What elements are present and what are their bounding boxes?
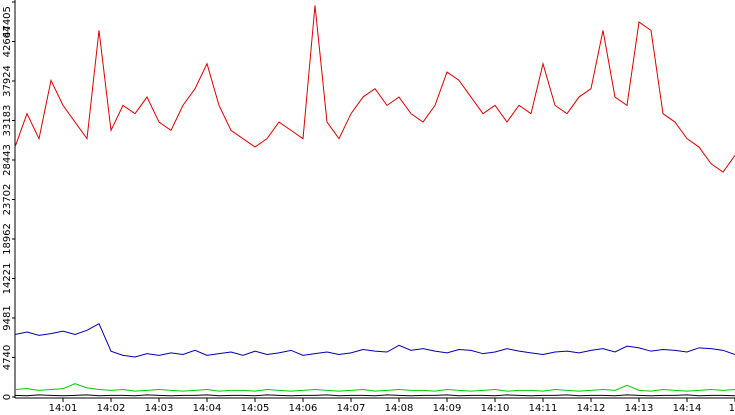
y-tick-label: 33183 <box>2 105 13 137</box>
x-tick-label: 14:11 <box>529 403 558 414</box>
x-tick-label: 14:09 <box>433 403 462 414</box>
y-tick-label: 9481 <box>2 305 13 330</box>
x-tick-label: 14:03 <box>145 403 174 414</box>
x-tick-label: 14:07 <box>337 403 366 414</box>
x-tick-label: 14:08 <box>385 403 414 414</box>
x-tick-label: 14:06 <box>289 403 318 414</box>
y-tick-label: 28443 <box>2 144 13 176</box>
y-tick-label: 42664 <box>2 26 13 58</box>
x-tick-label: 14:05 <box>241 403 270 414</box>
y-tick-label: 0 <box>2 394 13 400</box>
x-tick-label: 14:02 <box>97 403 126 414</box>
series-line <box>14 322 735 358</box>
y-tick-label: 37924 <box>2 65 13 97</box>
x-tick-label: 14 <box>729 403 735 414</box>
x-tick-label: 14:12 <box>577 403 606 414</box>
y-tick-label: 47405 <box>2 6 13 38</box>
x-tick-label: 14:01 <box>49 403 78 414</box>
series-line <box>14 5 735 173</box>
y-tick-label: 4740 <box>2 345 13 370</box>
y-tick-label: 23702 <box>2 184 13 216</box>
x-tick-label: 14:04 <box>193 403 222 414</box>
series-line <box>14 394 735 397</box>
x-tick-label: 14:13 <box>625 403 654 414</box>
series-line <box>14 383 735 392</box>
x-tick-label: 14:10 <box>481 403 510 414</box>
y-tick-label: 14221 <box>2 263 13 295</box>
x-tick-label: 14:14 <box>673 403 702 414</box>
y-tick-label: 18962 <box>2 223 13 255</box>
